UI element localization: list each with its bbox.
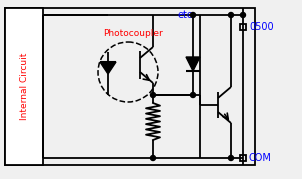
Circle shape	[229, 156, 233, 161]
Text: COM: COM	[249, 153, 272, 163]
Circle shape	[191, 13, 195, 18]
Bar	[240, 24, 246, 30]
Bar	[5, 8, 255, 165]
Text: etc: etc	[177, 10, 193, 20]
Circle shape	[150, 156, 156, 161]
Text: Internal Circuit: Internal Circuit	[20, 53, 28, 120]
Text: Photocoupler: Photocoupler	[103, 29, 163, 38]
Polygon shape	[186, 57, 200, 71]
Circle shape	[240, 13, 246, 18]
Circle shape	[191, 93, 195, 98]
Text: 0500: 0500	[249, 22, 274, 32]
Bar	[240, 155, 246, 161]
Circle shape	[229, 13, 233, 18]
Circle shape	[150, 93, 156, 98]
Bar	[5, 8, 43, 165]
Polygon shape	[100, 62, 116, 74]
